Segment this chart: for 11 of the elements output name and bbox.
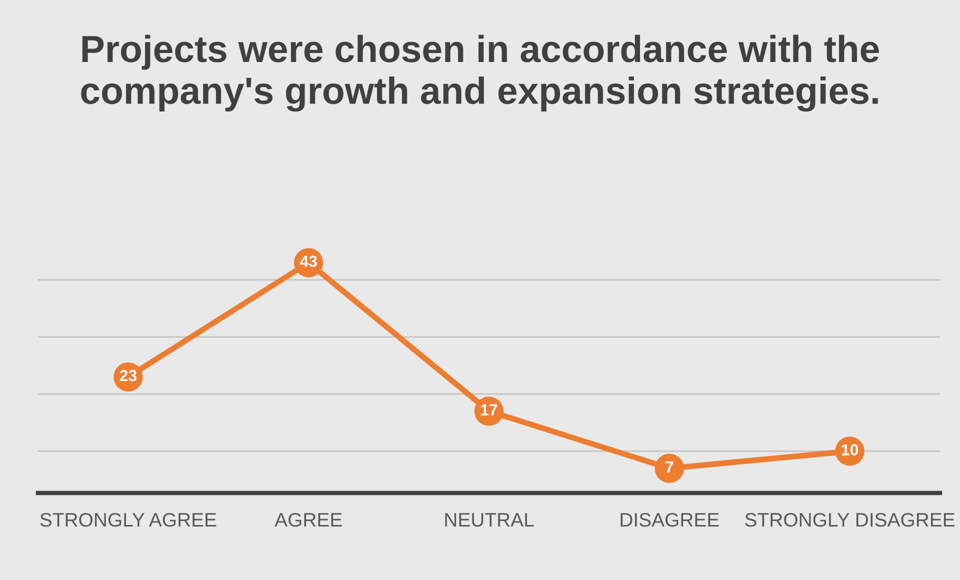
chart-title: Projects were chosen in accordance with the company's growth and expansion strategies. bbox=[81, 34, 879, 112]
data-label: 7 bbox=[666, 461, 674, 472]
data-label: 43 bbox=[300, 256, 317, 267]
x-tick-label: NEUTRAL bbox=[445, 513, 534, 527]
data-label: 17 bbox=[481, 404, 498, 416]
data-label: 10 bbox=[842, 444, 858, 456]
x-tick-label: DISAGREE bbox=[620, 512, 719, 527]
data-label: 23 bbox=[120, 370, 137, 382]
x-tick-label: STRONGLY AGREE bbox=[40, 512, 216, 527]
x-tick-label: STRONGLY DISAGREE bbox=[745, 512, 955, 527]
x-tick-label: AGREE bbox=[274, 512, 342, 527]
